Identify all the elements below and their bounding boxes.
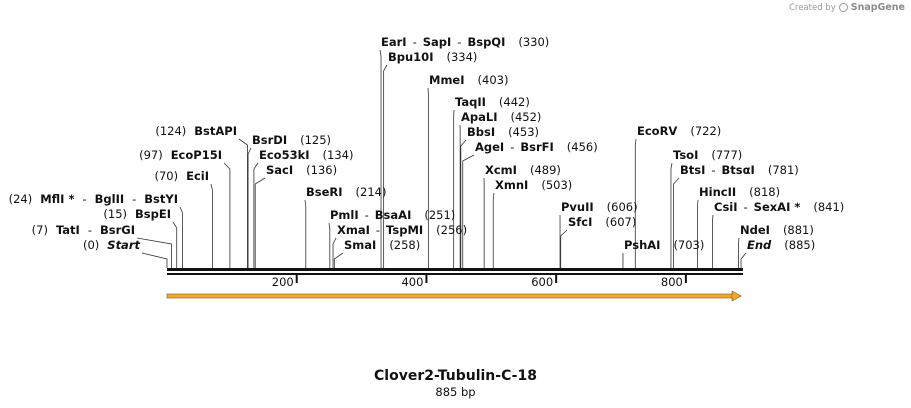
- site-line: [560, 229, 568, 268]
- site-label: End (885): [747, 238, 815, 252]
- snapgene-credit: Created by SnapGene: [789, 2, 905, 13]
- tick-mark: [295, 275, 298, 283]
- site-label: ApaLI (452): [461, 110, 541, 124]
- tick-mark: [555, 275, 558, 283]
- site-label: EarI - SapI - BspQI (330): [381, 35, 549, 49]
- site-label: PvuII (606): [561, 200, 638, 214]
- linear-map: (0) Start(7) TatI - BsrGI (15) BspEI(24) MflI *…: [9, 35, 845, 302]
- site-label: PmlI - BsaAI (251): [330, 208, 455, 222]
- site-line: [670, 162, 673, 268]
- site-label: MmeI (403): [429, 73, 508, 87]
- site-line: [712, 214, 714, 268]
- site-label: (124) BstAPI: [155, 124, 237, 138]
- site-label: SmaI (258): [344, 238, 420, 252]
- feature-arrow: [166, 290, 742, 302]
- credit-prefix: Created by: [788, 2, 836, 13]
- site-line: [253, 162, 259, 268]
- backbone-bottom-line: [167, 273, 743, 275]
- site-label: (7) TatI - BsrGI: [32, 223, 135, 237]
- site-line: [172, 221, 178, 268]
- site-labels: (0) Start(7) TatI - BsrGI (15) BspEI(24) MflI *…: [9, 35, 845, 252]
- backbone-top-line: [167, 268, 743, 271]
- site-label: (97) EcoP15I: [139, 148, 222, 162]
- site-label: SacI (136): [266, 163, 337, 177]
- site-label: AgeI - BsrFI (456): [475, 140, 598, 154]
- site-label: EcoRV (722): [637, 124, 721, 138]
- site-line: [332, 237, 337, 268]
- feature-arrow-body: [166, 293, 734, 299]
- site-line: [460, 139, 467, 268]
- site-line: [740, 252, 747, 268]
- site-line: [634, 138, 637, 268]
- site-label: SfcI (607): [568, 215, 636, 229]
- site-line: [492, 192, 495, 268]
- tick-label: 800: [661, 275, 683, 289]
- site-line: [254, 177, 266, 268]
- site-line: [223, 162, 231, 268]
- tick-label: 200: [272, 275, 294, 289]
- site-label: HincII (818): [699, 185, 780, 199]
- snapgene-logo-icon: [838, 3, 848, 12]
- site-label: BsrDI (125): [252, 133, 331, 147]
- site-line: [179, 206, 183, 268]
- site-line: [247, 147, 252, 268]
- site-label: XmnI (503): [495, 178, 572, 192]
- site-line: [136, 237, 172, 268]
- site-line: [379, 49, 382, 268]
- feature-arrow-head: [731, 290, 742, 302]
- site-label: TaqII (442): [455, 95, 530, 109]
- map-length: 885 bp: [435, 385, 476, 399]
- site-lines: [136, 49, 747, 268]
- site-label: Bpu10I (334): [388, 50, 477, 64]
- tick-mark: [425, 275, 428, 283]
- site-label: PshAI (703): [624, 238, 704, 252]
- site-label: TsoI (777): [673, 148, 742, 162]
- site-label: XcmI (489): [485, 163, 561, 177]
- site-line: [738, 237, 740, 268]
- site-line: [141, 252, 168, 268]
- site-label: BseRI (214): [306, 185, 386, 199]
- site-line: [210, 183, 213, 268]
- site-line: [304, 199, 307, 268]
- ticks: 200 400 600 800: [272, 275, 687, 289]
- site-label: XmaI - TspMI (256): [337, 223, 467, 237]
- site-label: (0) Start: [83, 238, 141, 252]
- site-label: NdeI (881): [740, 223, 814, 237]
- tick-label: 600: [531, 275, 553, 289]
- credit-brand: SnapGene: [850, 2, 905, 13]
- site-label: (70) EciI: [154, 169, 209, 183]
- tick-mark: [684, 275, 687, 283]
- site-label: CsiI - SexAI * (841): [714, 200, 844, 214]
- site-line: [673, 177, 680, 268]
- site-line: [383, 64, 388, 268]
- site-label: BbsI (453): [467, 125, 539, 139]
- site-label: BtsI - BtsαI (781): [680, 163, 799, 177]
- site-line: [333, 252, 344, 268]
- site-line: [462, 154, 475, 268]
- tick-label: 400: [401, 275, 423, 289]
- site-line: [328, 222, 331, 268]
- backbone: [167, 268, 743, 275]
- map-title: Clover2-Tubulin-C-18: [374, 368, 537, 384]
- site-label: (15) BspEI: [103, 207, 171, 221]
- site-label: Eco53kI (134): [259, 148, 353, 162]
- site-label: (24) MflI * - BglII - BstYI: [9, 192, 178, 206]
- site-line: [238, 138, 248, 268]
